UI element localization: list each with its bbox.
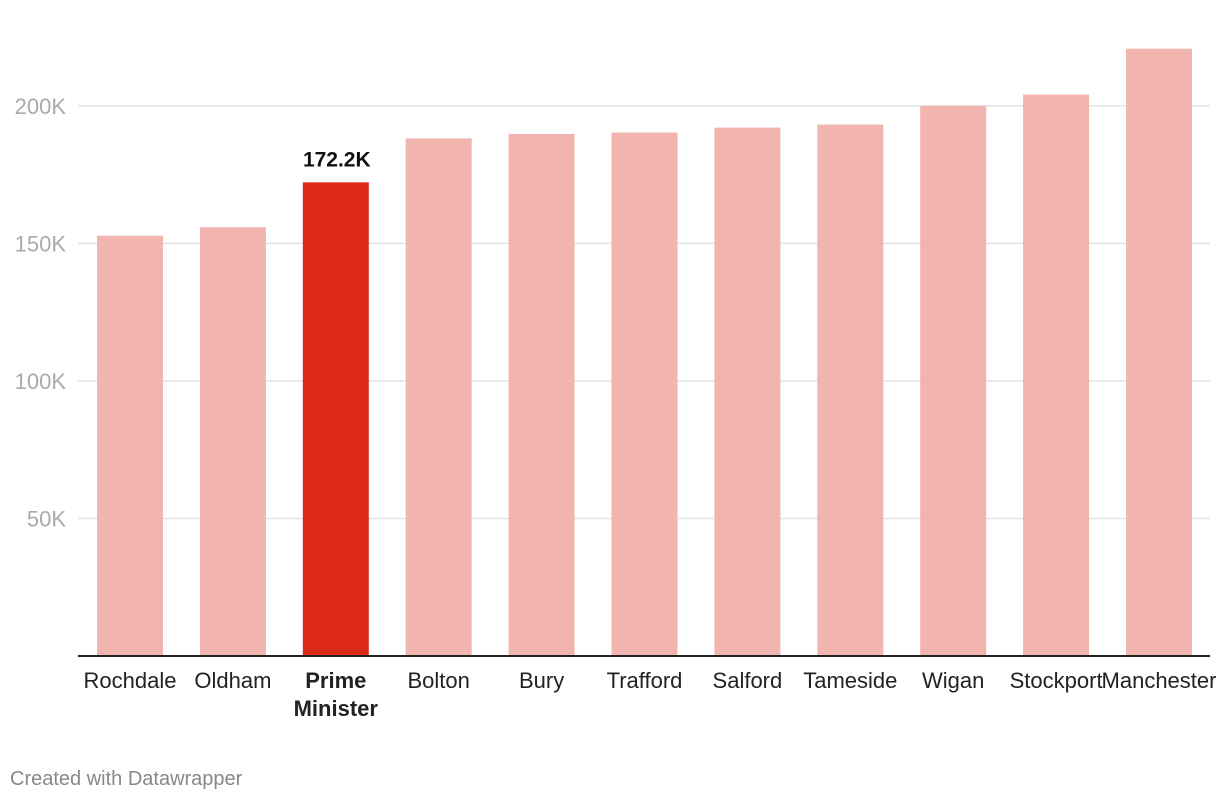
x-tick-label: Salford xyxy=(713,668,783,693)
x-tick-label: Prime Minister xyxy=(294,668,379,721)
bar xyxy=(920,105,987,656)
x-tick-label: Tameside xyxy=(803,668,897,693)
bar xyxy=(1023,94,1090,656)
bar xyxy=(199,227,266,656)
x-tick-label: Trafford xyxy=(607,668,683,693)
y-tick-label: 50K xyxy=(27,506,66,531)
bar xyxy=(714,127,781,656)
x-axis-category-labels: Rochdale Oldham Prime Minister Bolton Bury Tra… xyxy=(84,668,1217,721)
x-tick-label: Stockport xyxy=(1010,668,1103,693)
x-tick-label: Bolton xyxy=(408,668,470,693)
x-tick-label: Wigan xyxy=(922,668,984,693)
data-label: 172.2K xyxy=(303,148,371,171)
bar-highlighted xyxy=(302,182,369,656)
bar xyxy=(817,124,884,656)
bar xyxy=(97,235,163,656)
y-tick-label: 150K xyxy=(15,231,67,256)
x-tick-label: Oldham xyxy=(194,668,271,693)
data-labels: 172.2K xyxy=(303,148,371,171)
bars xyxy=(97,48,1192,657)
bar xyxy=(611,132,678,657)
bar xyxy=(508,133,575,656)
datawrapper-credit: Created with Datawrapper xyxy=(10,768,243,790)
bar xyxy=(1126,48,1192,656)
x-tick-label: Bury xyxy=(519,668,564,693)
bar xyxy=(405,138,472,656)
y-axis-tick-labels: 50K 100K 150K 200K xyxy=(15,94,67,532)
x-tick-label: Rochdale xyxy=(84,668,177,693)
y-tick-label: 100K xyxy=(15,369,67,394)
x-tick-label: Manchester xyxy=(1102,668,1217,693)
y-tick-label: 200K xyxy=(15,94,67,119)
bar-chart: 50K 100K 150K 200K Rochdale Oldham Prime Minis… xyxy=(15,48,1217,721)
